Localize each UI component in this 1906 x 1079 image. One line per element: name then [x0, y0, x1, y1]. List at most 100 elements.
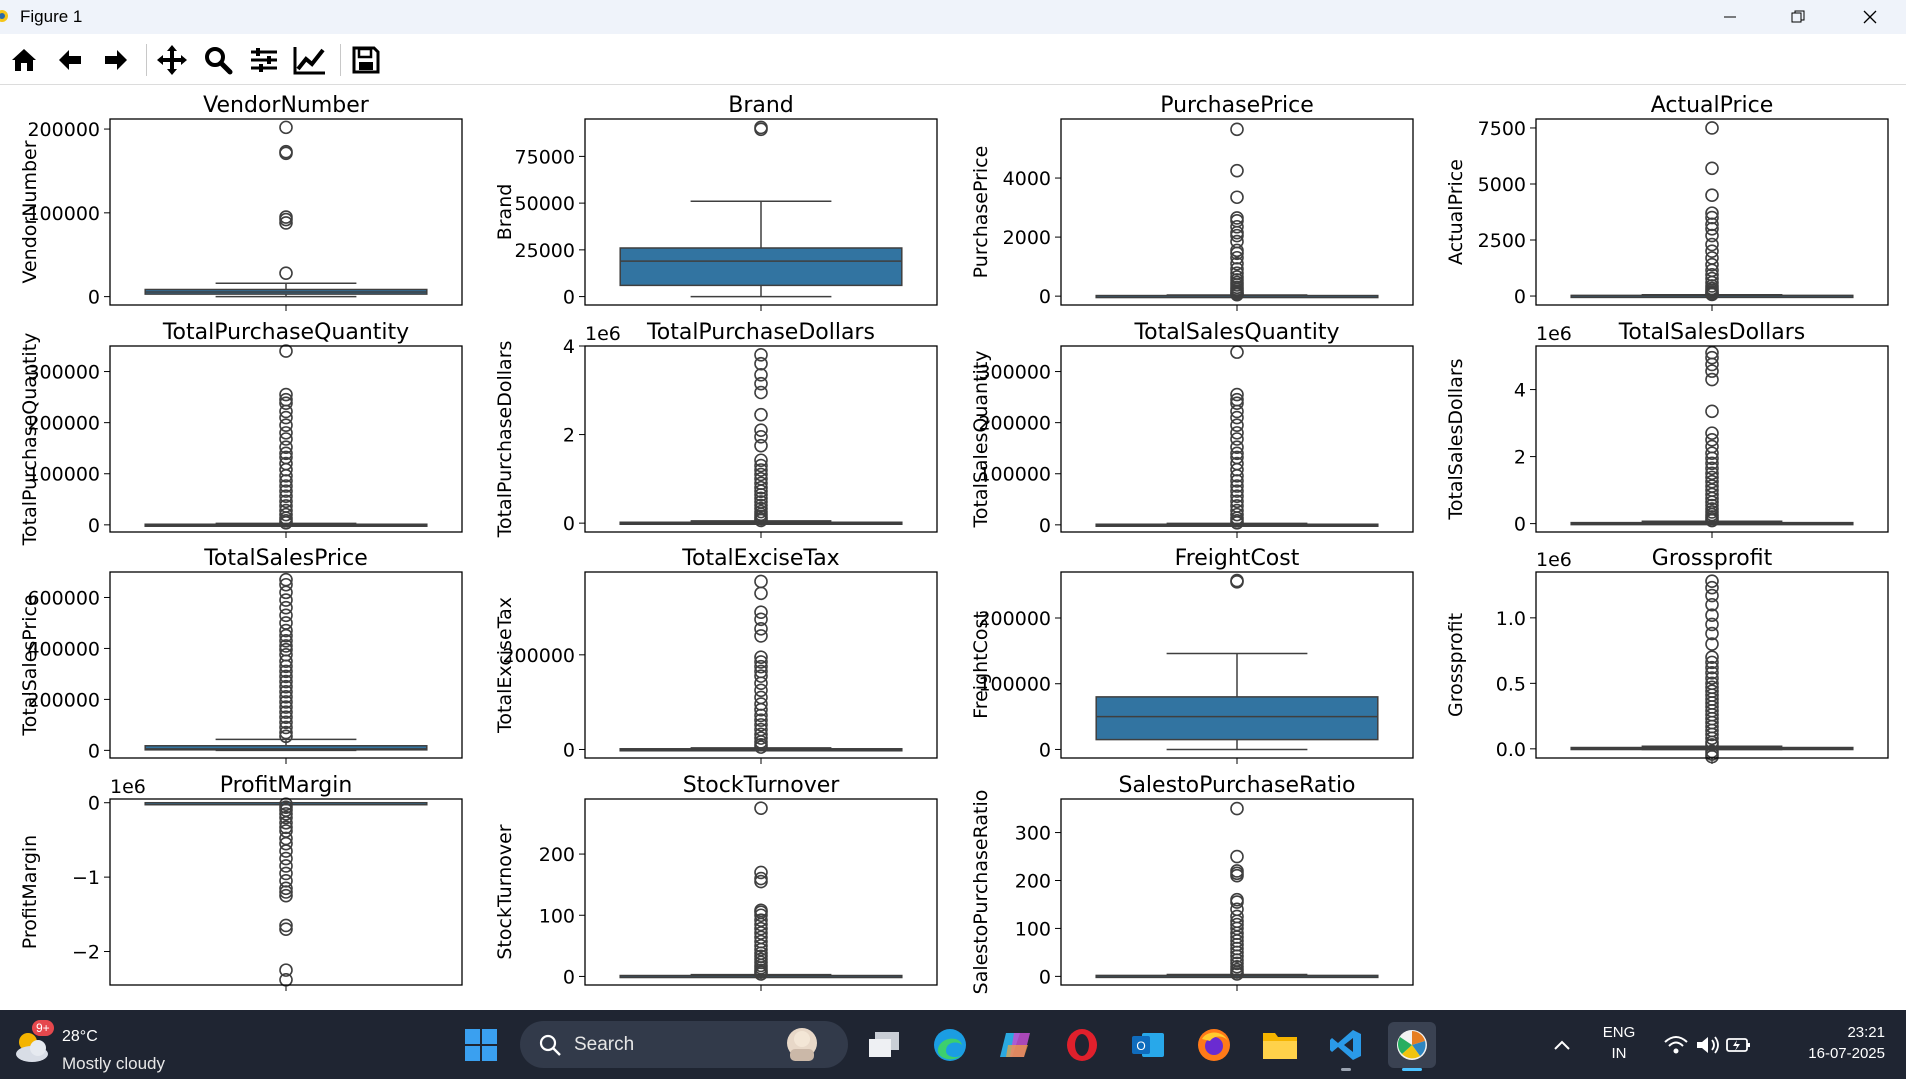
taskbar-clock[interactable]: 23:21 16-07-2025 — [1770, 1022, 1885, 1064]
outlier-point — [754, 348, 768, 362]
quick-settings-button[interactable] — [1656, 1022, 1760, 1068]
outlier-point — [1230, 387, 1244, 402]
y-tick-label: 0 — [1514, 514, 1526, 536]
subplot-totalpurchasedollars: TotalPurchaseDollars TotalPurchaseDollars… — [494, 320, 938, 538]
subplot-stockturnover: StockTurnover StockTurnover 0 100 200 — [494, 773, 938, 991]
weather-temperature: 28°C — [62, 1028, 98, 1045]
edit-axis-button[interactable] — [292, 42, 328, 78]
outlier-point — [279, 851, 293, 866]
plot-frame — [584, 571, 938, 759]
pan-button[interactable] — [154, 42, 190, 78]
outlier-point — [1705, 474, 1719, 489]
outlier-point — [279, 432, 293, 446]
y-tick-label: 0 — [563, 739, 575, 761]
boxplot-grid: VendorNumberVendorNumber0100000200000Bra… — [19, 93, 1889, 994]
outlier-point — [1230, 122, 1244, 137]
iqr-box — [1095, 696, 1379, 741]
outlier-point — [1705, 617, 1719, 632]
outlier-point — [1705, 257, 1719, 272]
y-axis-label: ProfitMargin — [19, 835, 41, 949]
task-view-button[interactable] — [860, 1022, 908, 1068]
outlier-point — [1230, 902, 1244, 917]
windows-start-icon — [465, 1029, 497, 1061]
outlook-button[interactable]: O — [1124, 1022, 1172, 1068]
weather-widget[interactable]: 9+ 28°C Mostly cloudy — [10, 1020, 190, 1073]
file-explorer-button[interactable] — [1256, 1022, 1304, 1068]
outlier-point — [279, 144, 293, 159]
outlier-point — [1230, 499, 1244, 513]
outlier-point — [754, 605, 768, 620]
outlier-point — [1705, 433, 1719, 447]
y-tick-label: 300000 — [978, 362, 1051, 384]
outlier-point — [1705, 666, 1719, 680]
outlier-point — [1230, 219, 1244, 234]
outlier-point — [754, 491, 768, 506]
forward-button[interactable] — [98, 42, 134, 78]
plot-frame — [1060, 345, 1414, 533]
matplotlib-figure-button[interactable] — [1388, 1022, 1436, 1071]
subplot-title: TotalSalesQuantity — [1133, 320, 1339, 345]
outlier-point — [279, 690, 293, 704]
back-arrow-icon — [59, 50, 81, 70]
configure-subplots-button[interactable] — [246, 42, 282, 78]
outlier-point — [754, 356, 768, 371]
outlier-point — [1705, 456, 1719, 471]
close-button[interactable] — [1836, 0, 1904, 34]
taskbar-search[interactable]: Search — [520, 1021, 848, 1068]
home-button[interactable] — [6, 42, 42, 78]
y-tick-label: 0 — [1514, 286, 1526, 308]
y-tick-label: −2 — [72, 942, 100, 964]
subplot-title: TotalExciseTax — [681, 546, 839, 571]
outlier-point — [754, 472, 768, 486]
outlier-point — [279, 410, 293, 425]
outlier-point — [279, 820, 293, 835]
show-hidden-icons-button[interactable] — [1538, 1022, 1586, 1068]
outlier-point — [279, 210, 293, 224]
subplot-title: VendorNumber — [203, 93, 370, 118]
y-tick-label: 0 — [88, 740, 100, 762]
opera-button[interactable] — [1058, 1022, 1106, 1068]
figure-canvas[interactable]: VendorNumber VendorNumber 0 100000 200000 Bra… — [0, 85, 1906, 1010]
outlier-point — [279, 885, 293, 899]
outlier-point — [754, 476, 768, 491]
outlier-point — [279, 216, 293, 230]
y-tick-label: 100 — [539, 905, 575, 927]
start-button[interactable] — [457, 1022, 505, 1068]
minimize-button[interactable] — [1696, 0, 1764, 34]
back-button[interactable] — [52, 42, 88, 78]
outlier-point — [1705, 466, 1719, 481]
outlier-point — [279, 479, 293, 493]
vscode-button[interactable] — [1322, 1022, 1370, 1071]
subplot-totalsalesquantity: TotalSalesQuantity TotalSalesQuantity 0 100… — [970, 320, 1414, 538]
outlier-point — [1705, 350, 1719, 365]
outlier-point — [1705, 244, 1719, 259]
y-tick-label: 200000 — [27, 413, 100, 435]
outlier-point — [1705, 404, 1719, 419]
outlier-point — [279, 440, 293, 454]
taskbar: 9+ 28°C Mostly cloudy Search — [0, 1010, 1906, 1079]
firefox-button[interactable] — [1190, 1022, 1238, 1068]
outlier-point — [1705, 660, 1719, 675]
copilot-button[interactable] — [992, 1022, 1040, 1068]
input-language[interactable]: ENG IN — [1597, 1022, 1641, 1064]
subplot-vendornumber: VendorNumber VendorNumber 0 100000 200000 — [19, 93, 463, 311]
outlier-point — [754, 367, 768, 382]
subplot-title: SalestoPurchaseRatio — [1118, 773, 1355, 798]
plot-frame — [109, 798, 463, 986]
save-button[interactable] — [348, 42, 384, 78]
restore-button[interactable] — [1764, 0, 1832, 34]
y-tick-label: 2 — [563, 425, 575, 447]
restore-icon — [1791, 10, 1805, 23]
zoom-button[interactable] — [200, 42, 236, 78]
edge-button[interactable] — [926, 1022, 974, 1068]
save-icon — [352, 46, 380, 74]
outlier-point — [279, 120, 293, 135]
outlier-point — [754, 676, 768, 691]
clock-date: 16-07-2025 — [1808, 1045, 1885, 1062]
y-tick-label: 0 — [88, 287, 100, 309]
outlier-point — [1230, 418, 1244, 433]
language-code: ENG — [1602, 1024, 1636, 1041]
svg-text:O: O — [1136, 1039, 1145, 1053]
subplot-title: ProfitMargin — [220, 773, 353, 798]
outlier-point — [1230, 250, 1244, 265]
